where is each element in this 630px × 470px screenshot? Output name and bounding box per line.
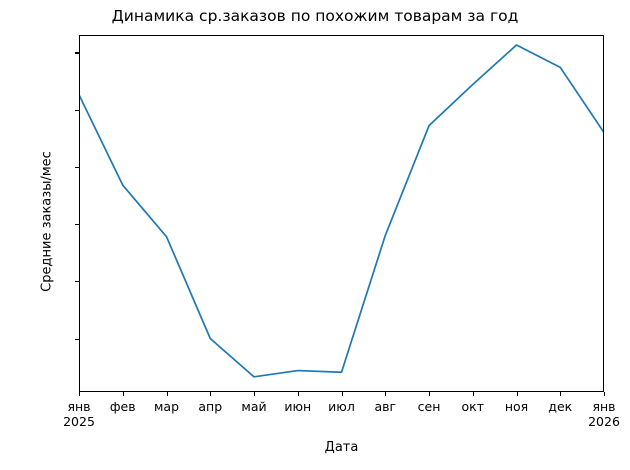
x-tick-month: июл: [328, 399, 355, 414]
x-tick-month: май: [241, 399, 267, 414]
y-axis-tick-mark: [75, 52, 79, 54]
y-axis-tick-mark: [75, 224, 79, 226]
x-tick-month: сен: [417, 399, 441, 414]
chart-title: Динамика ср.заказов по похожим товарам з…: [111, 7, 519, 25]
x-axis-tick-mark: [516, 392, 518, 396]
x-axis-tick-label: янв 2026: [564, 399, 630, 429]
y-axis-tick-mark: [75, 109, 79, 111]
x-axis-tick-label: сен: [389, 399, 469, 414]
x-axis-tick-mark: [254, 392, 256, 396]
x-tick-month: мар: [153, 399, 180, 414]
x-axis-tick-mark: [297, 392, 299, 396]
x-axis-tick-mark: [560, 392, 562, 396]
series-line: [80, 44, 603, 378]
y-axis-label: Средние заказы/мес: [39, 151, 55, 292]
y-axis-tick-mark: [75, 281, 79, 283]
x-axis-tick-mark: [604, 392, 606, 396]
x-axis-tick-label: май: [214, 399, 294, 414]
x-tick-year: 2026: [588, 414, 620, 429]
x-axis-tick-label: дек: [520, 399, 600, 414]
x-tick-month: дек: [548, 399, 573, 414]
x-tick-month: янв: [67, 399, 91, 414]
x-tick-month: фев: [109, 399, 136, 414]
y-axis-tick-mark: [75, 166, 79, 168]
x-axis-tick-label: июн: [258, 399, 338, 414]
x-tick-month: янв: [592, 399, 616, 414]
x-axis-tick-label: фев: [83, 399, 163, 414]
x-axis-tick-mark: [429, 392, 431, 396]
x-tick-month: окт: [461, 399, 484, 414]
x-axis-tick-label: ноя: [477, 399, 557, 414]
data-line-svg: [80, 44, 603, 378]
x-tick-year: 2025: [63, 414, 95, 429]
x-axis-tick-label: апр: [170, 399, 250, 414]
x-axis-tick-mark: [472, 392, 474, 396]
x-axis-tick-mark: [79, 392, 81, 396]
x-tick-month: ноя: [504, 399, 529, 414]
x-axis-tick-mark: [385, 392, 387, 396]
x-tick-month: июн: [284, 399, 312, 414]
x-axis-tick-mark: [210, 392, 212, 396]
x-axis-label: Дата: [324, 440, 359, 455]
x-axis-tick-mark: [341, 392, 343, 396]
x-axis-tick-label: авг: [345, 399, 425, 414]
x-axis-tick-label: июл: [302, 399, 382, 414]
y-axis-tick-mark: [75, 338, 79, 340]
x-tick-month: апр: [198, 399, 223, 414]
x-axis-tick-mark: [122, 392, 124, 396]
x-axis-tick-label: окт: [433, 399, 513, 414]
x-axis-tick-label: мар: [127, 399, 207, 414]
x-axis-tick-label: янв 2025: [39, 399, 119, 429]
x-axis-tick-mark: [166, 392, 168, 396]
plot-area: [79, 35, 604, 392]
x-tick-month: авг: [374, 399, 397, 414]
